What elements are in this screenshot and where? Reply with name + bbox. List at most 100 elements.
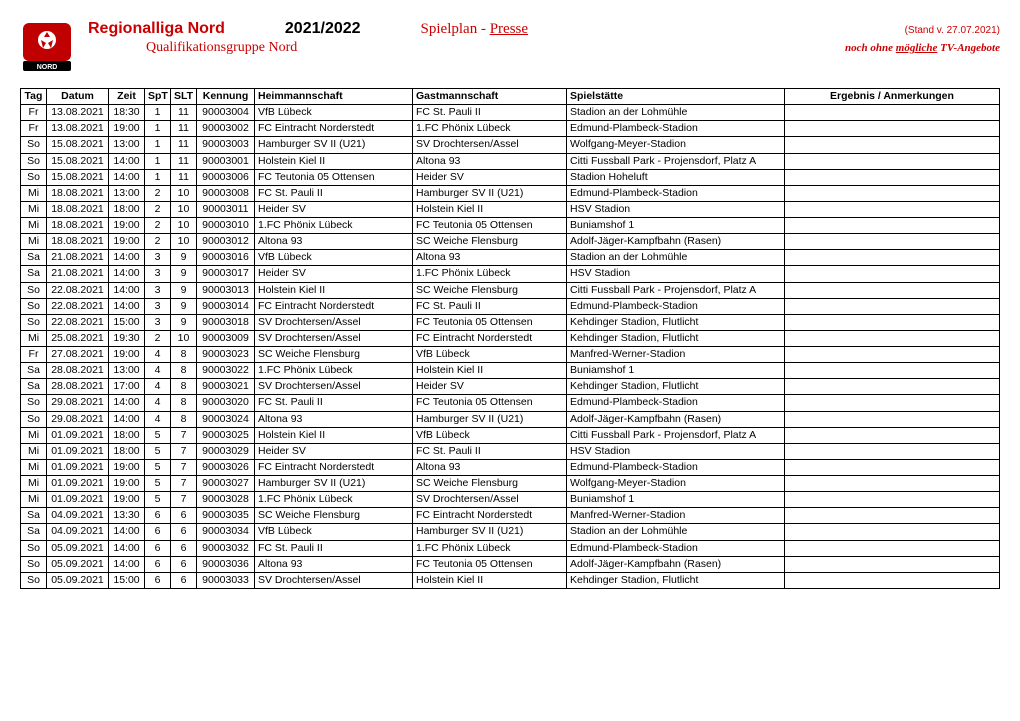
col-slt: SLT [171,89,197,105]
cell-spiel: Edmund-Plambeck-Stadion [567,395,785,411]
cell-heim: VfB Lübeck [255,524,413,540]
cell-datum: 22.08.2021 [47,314,109,330]
table-row: Sa21.08.202114:003990003016VfB LübeckAlt… [21,250,1000,266]
cell-heim: FC St. Pauli II [255,540,413,556]
cell-slt: 9 [171,298,197,314]
cell-tag: So [21,298,47,314]
header-row-1: Regionalliga Nord 2021/2022 Spielplan - … [88,20,1000,38]
cell-zeit: 14:00 [109,266,145,282]
cell-datum: 29.08.2021 [47,411,109,427]
cell-spiel: Kehdinger Stadion, Flutlicht [567,572,785,588]
table-row: Sa04.09.202114:006690003034VfB LübeckHam… [21,524,1000,540]
cell-spt: 3 [145,298,171,314]
cell-slt: 9 [171,314,197,330]
cell-tag: Mi [21,459,47,475]
cell-zeit: 18:00 [109,201,145,217]
cell-spt: 1 [145,105,171,121]
cell-erg [785,524,1000,540]
cell-zeit: 18:30 [109,105,145,121]
cell-gast: SC Weiche Flensburg [413,282,567,298]
cell-zeit: 14:00 [109,169,145,185]
cell-spiel: Adolf-Jäger-Kampfbahn (Rasen) [567,556,785,572]
col-heim: Heimmannschaft [255,89,413,105]
tv-note-prefix: noch ohne [845,42,896,54]
cell-zeit: 19:00 [109,218,145,234]
cell-slt: 8 [171,379,197,395]
cell-spiel: Kehdinger Stadion, Flutlicht [567,330,785,346]
cell-spt: 5 [145,476,171,492]
cell-gast: FC Teutonia 05 Ottensen [413,314,567,330]
cell-tag: Sa [21,250,47,266]
cell-tag: Mi [21,427,47,443]
cell-spiel: Citti Fussball Park - Projensdorf, Platz… [567,427,785,443]
cell-heim: Holstein Kiel II [255,282,413,298]
cell-zeit: 19:30 [109,330,145,346]
cell-spiel: Buniamshof 1 [567,363,785,379]
cell-spiel: Stadion an der Lohmühle [567,250,785,266]
page-header: NORD Regionalliga Nord 2021/2022 Spielpl… [20,20,1000,74]
table-row: So29.08.202114:004890003024Altona 93Hamb… [21,411,1000,427]
cell-slt: 10 [171,185,197,201]
cell-zeit: 14:00 [109,524,145,540]
cell-kennung: 90003003 [197,137,255,153]
cell-gast: Holstein Kiel II [413,363,567,379]
cell-erg [785,492,1000,508]
cell-slt: 9 [171,266,197,282]
cell-heim: VfB Lübeck [255,105,413,121]
cell-kennung: 90003036 [197,556,255,572]
cell-tag: Mi [21,476,47,492]
cell-kennung: 90003009 [197,330,255,346]
cell-gast: SV Drochtersen/Assel [413,492,567,508]
cell-erg [785,282,1000,298]
cell-kennung: 90003013 [197,282,255,298]
cell-slt: 8 [171,411,197,427]
cell-slt: 8 [171,363,197,379]
cell-spiel: Citti Fussball Park - Projensdorf, Platz… [567,282,785,298]
cell-slt: 10 [171,218,197,234]
cell-datum: 18.08.2021 [47,218,109,234]
cell-heim: Altona 93 [255,234,413,250]
cell-spiel: Buniamshof 1 [567,218,785,234]
cell-spt: 3 [145,250,171,266]
cell-datum: 04.09.2021 [47,508,109,524]
cell-heim: FC Eintracht Norderstedt [255,459,413,475]
cell-datum: 05.09.2021 [47,540,109,556]
table-row: So22.08.202114:003990003014FC Eintracht … [21,298,1000,314]
cell-spt: 6 [145,540,171,556]
cell-zeit: 18:00 [109,427,145,443]
table-head: TagDatumZeitSpTSLTKennungHeimmannschaftG… [21,89,1000,105]
cell-spt: 6 [145,556,171,572]
cell-erg [785,137,1000,153]
cell-spt: 2 [145,330,171,346]
cell-spiel: HSV Stadion [567,266,785,282]
col-spt: SpT [145,89,171,105]
cell-datum: 27.08.2021 [47,347,109,363]
cell-zeit: 19:00 [109,121,145,137]
cell-heim: Heider SV [255,201,413,217]
cell-erg [785,443,1000,459]
cell-datum: 21.08.2021 [47,250,109,266]
table-row: Mi01.09.202118:005790003025Holstein Kiel… [21,427,1000,443]
cell-tag: Mi [21,443,47,459]
cell-spiel: Kehdinger Stadion, Flutlicht [567,379,785,395]
table-row: Mi18.08.202119:00210900030101.FC Phönix … [21,218,1000,234]
cell-spiel: Stadion an der Lohmühle [567,105,785,121]
cell-spt: 4 [145,379,171,395]
cell-slt: 7 [171,492,197,508]
cell-gast: Hamburger SV II (U21) [413,185,567,201]
cell-spiel: Citti Fussball Park - Projensdorf, Platz… [567,153,785,169]
cell-heim: Holstein Kiel II [255,427,413,443]
cell-spt: 5 [145,443,171,459]
cell-kennung: 90003034 [197,524,255,540]
cell-slt: 10 [171,330,197,346]
cell-erg [785,459,1000,475]
cell-gast: FC St. Pauli II [413,298,567,314]
spielplan-label: Spielplan - [421,21,490,37]
cell-gast: 1.FC Phönix Lübeck [413,540,567,556]
cell-spt: 6 [145,508,171,524]
cell-tag: So [21,556,47,572]
table-row: Mi01.09.202119:0057900030281.FC Phönix L… [21,492,1000,508]
tv-note-suffix: TV-Angebote [937,42,1000,54]
cell-tag: Mi [21,234,47,250]
cell-spiel: Manfred-Werner-Stadion [567,508,785,524]
